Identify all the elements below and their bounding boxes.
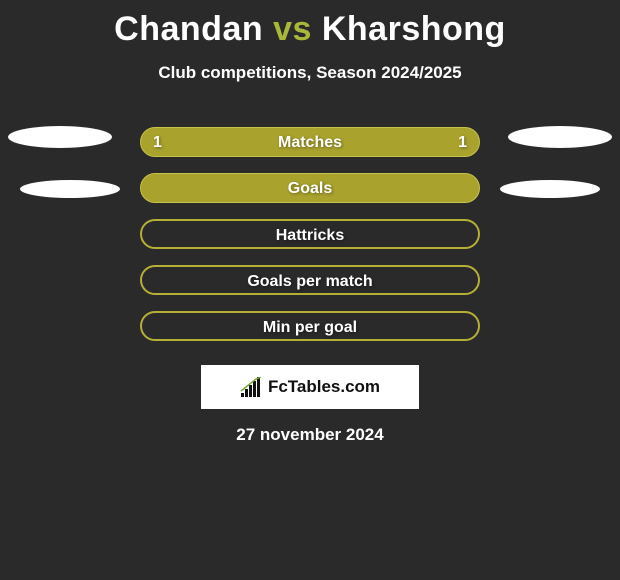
stat-row-matches: 1 Matches 1 [0, 119, 620, 165]
fctables-logo: FcTables.com [240, 377, 380, 397]
stat-label: Min per goal [142, 313, 478, 343]
stat-bar: Goals [140, 173, 480, 203]
fctables-logo-text: FcTables.com [268, 377, 380, 397]
stat-value-right: 1 [458, 128, 467, 158]
infographic-root: Chandan vs Kharshong Club competitions, … [0, 0, 620, 580]
stat-label: Goals per match [142, 267, 478, 297]
stat-bar: 1 Matches 1 [140, 127, 480, 157]
stat-row-hattricks: Hattricks [0, 211, 620, 257]
date: 27 november 2024 [0, 425, 620, 445]
player2-name: Kharshong [322, 10, 506, 48]
stat-bar: Hattricks [140, 219, 480, 249]
title: Chandan vs Kharshong [0, 0, 620, 49]
stat-row-min-per-goal: Min per goal [0, 303, 620, 349]
stat-row-goals: Goals [0, 165, 620, 211]
stat-rows: 1 Matches 1 Goals Hattricks Goals per ma [0, 119, 620, 349]
stat-bar: Min per goal [140, 311, 480, 341]
stat-label: Matches [141, 128, 479, 158]
chart-icon [240, 377, 264, 397]
fctables-logo-box: FcTables.com [201, 365, 419, 409]
subtitle: Club competitions, Season 2024/2025 [0, 63, 620, 83]
stat-label: Hattricks [142, 221, 478, 251]
stat-row-goals-per-match: Goals per match [0, 257, 620, 303]
player1-name: Chandan [114, 10, 263, 48]
stat-label: Goals [141, 174, 479, 204]
vs-text: vs [273, 10, 312, 48]
stat-bar: Goals per match [140, 265, 480, 295]
